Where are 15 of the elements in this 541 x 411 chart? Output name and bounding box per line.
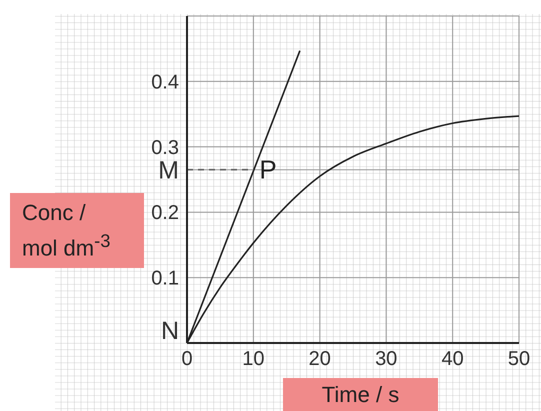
- y-tick-label: N: [160, 317, 179, 345]
- x-tick-label: 10: [242, 348, 265, 370]
- y-tick-label: 0.2: [151, 202, 179, 224]
- y-tick-label: M: [158, 156, 179, 185]
- y-tick-label: 0.1: [151, 268, 179, 290]
- y-axis-title: Conc / mol dm$^{-3}$: [10, 193, 144, 268]
- x-tick-label: 40: [441, 348, 464, 370]
- y-tick-label: 0.4: [151, 71, 179, 94]
- annotation: P: [259, 154, 277, 185]
- x-tick-label: 0: [181, 348, 193, 370]
- y-tick-label: 0.3: [151, 136, 179, 159]
- x-axis-title: Time / s: [283, 378, 438, 411]
- x-tick-label: 30: [375, 348, 398, 370]
- x-tick-label: 50: [508, 348, 530, 370]
- x-tick-label: 20: [308, 348, 331, 370]
